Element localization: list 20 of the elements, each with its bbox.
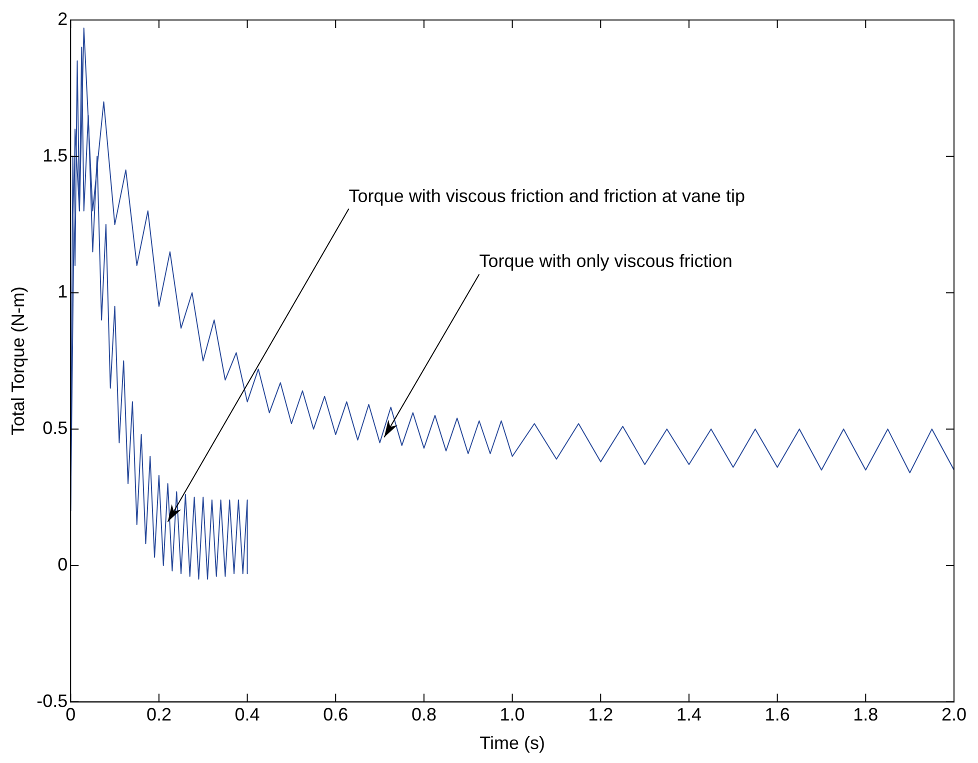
- x-tick-label: 0.2: [146, 704, 172, 725]
- y-tick-label: 2: [58, 8, 68, 29]
- y-tick-label: 1.5: [42, 145, 68, 166]
- annotation: Torque with only viscous friction: [479, 251, 732, 272]
- x-axis-title: Time (s): [480, 733, 545, 754]
- x-tick-label: 0.6: [323, 704, 348, 725]
- y-tick-label: 0: [58, 554, 68, 574]
- x-tick-label: 1.6: [764, 704, 790, 725]
- x-tick-label: 1.0: [500, 704, 525, 725]
- y-axis-title: Total Torque (N-m): [8, 286, 28, 436]
- x-tick-label: 1.2: [588, 704, 614, 725]
- annotation: Torque with viscous friction and friction at vane tip: [348, 186, 745, 206]
- x-tick-label: 0.8: [411, 704, 436, 725]
- y-tick-label: 0.5: [42, 418, 68, 438]
- x-tick-label: 1.4: [676, 704, 702, 725]
- y-tick-label: -0.5: [36, 690, 68, 711]
- x-tick-label: 0.4: [234, 704, 260, 725]
- x-tick-label: 2.0: [941, 704, 967, 725]
- x-tick-label: 1.8: [853, 704, 878, 725]
- y-tick-label: 1: [58, 282, 68, 302]
